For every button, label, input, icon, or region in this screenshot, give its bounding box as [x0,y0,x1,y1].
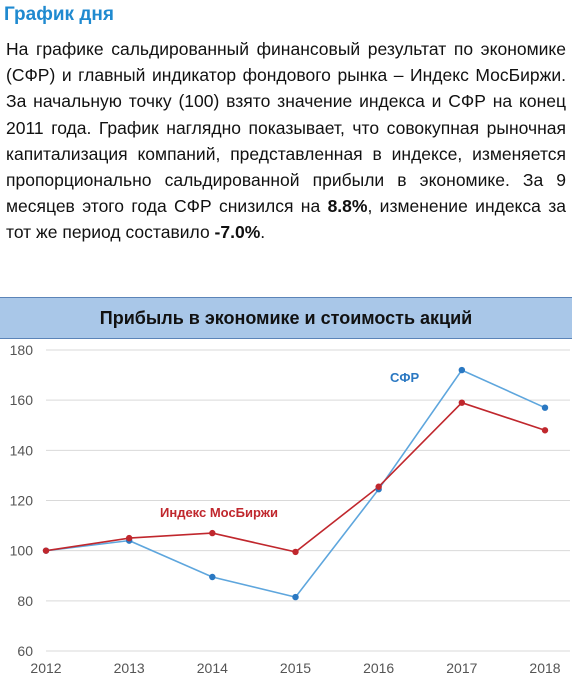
grid-lines [46,349,570,652]
y-axis-ticks: 60 80 100 120 140 160 180 [10,342,34,659]
series-line-sfr [45,369,546,598]
series-points [42,366,549,601]
y-tick-label: 100 [10,543,34,559]
y-tick-label: 160 [10,392,34,408]
data-point-index [209,529,216,537]
paragraph-text-3: . [260,222,266,243]
paragraph-text-2: , изменение индекса за тот же период сос… [6,196,566,243]
data-point-sfr [292,593,299,601]
series-lines [45,369,546,598]
x-tick-label: 2016 [363,660,394,676]
chart-title-bar: Прибыль в экономике и стоимость акций [0,297,572,339]
data-point-sfr [541,404,549,411]
series-line-index [45,401,546,553]
x-axis-ticks: 2012 2013 2014 2015 2016 2017 2018 [30,660,560,676]
data-point-index [125,534,133,542]
line-chart: 60 80 100 120 140 160 180 2012 2013 2014 2015 2016… [10,342,570,676]
x-tick-label: 2013 [114,660,145,676]
x-tick-label: 2018 [529,660,560,676]
data-point-sfr [209,573,216,581]
y-tick-label: 120 [10,493,34,509]
series-label-sfr: СФР [390,370,419,385]
description-paragraph: На графике сальдированный финансовый рез… [6,36,566,246]
x-tick-label: 2017 [446,660,477,676]
x-tick-label: 2015 [280,660,311,676]
x-tick-label: 2014 [197,660,228,676]
x-tick-label: 2012 [30,660,61,676]
y-tick-label: 180 [10,342,34,358]
y-tick-label: 80 [17,593,33,609]
paragraph-text-1: На графике сальдированный финансовый рез… [6,39,566,217]
data-point-sfr [458,366,466,374]
chart-title: Прибыль в экономике и стоимость акций [99,308,473,328]
data-point-index [292,548,299,556]
chart-area: 60 80 100 120 140 160 180 2012 2013 2014 2015 2016… [0,339,573,682]
data-point-index [42,547,50,554]
data-point-index [541,427,549,434]
index-change-value: -7.0% [214,222,261,243]
y-tick-label: 60 [17,643,33,659]
section-title: График дня [4,4,114,25]
data-point-index [375,483,382,490]
sfr-change-value: 8.8% [327,196,368,217]
data-point-index [458,399,466,406]
series-label-index: Индекс МосБиржи [160,505,278,520]
y-tick-label: 140 [10,442,34,458]
